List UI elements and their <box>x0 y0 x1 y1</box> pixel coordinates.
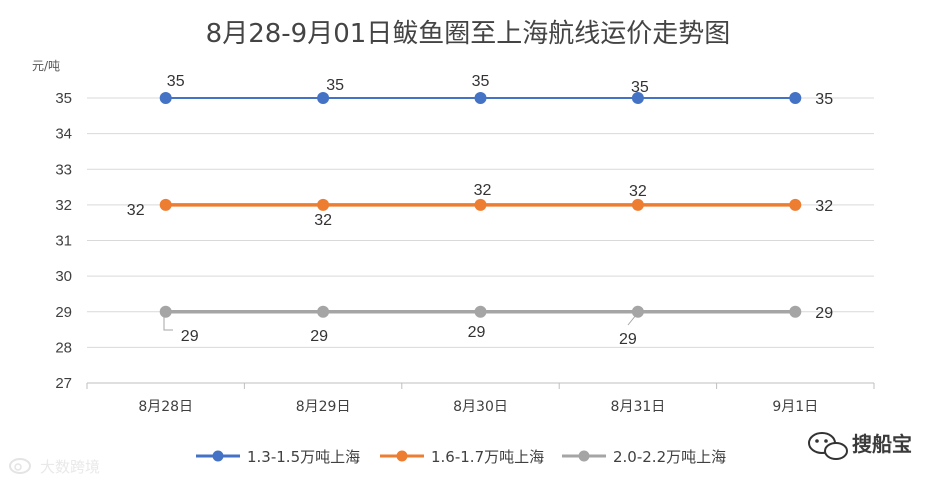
data-label: 29 <box>181 328 199 345</box>
data-label: 32 <box>629 183 647 200</box>
data-point <box>474 92 487 104</box>
data-label: 32 <box>127 202 145 219</box>
y-tick-label: 28 <box>55 339 72 356</box>
watermark-right: 搜船宝 <box>808 432 912 460</box>
data-point <box>317 305 330 318</box>
data-label: 32 <box>474 182 492 199</box>
watermark-left-text: 大数跨境 <box>40 458 100 476</box>
data-point <box>317 198 330 211</box>
y-tick-label: 30 <box>55 268 72 285</box>
data-point <box>789 305 802 318</box>
series-1: 35 35 35 35 35 <box>159 73 833 108</box>
x-tick-label: 8月30日 <box>453 399 508 415</box>
data-label: 35 <box>167 73 185 90</box>
legend-item: 1.6-1.7万吨上海 <box>380 448 544 466</box>
watermark-left: 大数跨境 <box>9 458 100 476</box>
x-tick-label: 8月28日 <box>138 399 193 415</box>
series-group: 35 35 35 35 35 32 32 32 32 32 29 29 29 29 29 <box>127 73 833 348</box>
legend-item: 2.0-2.2万吨上海 <box>562 448 726 466</box>
y-axis-unit-label: 元/吨 <box>32 59 60 73</box>
x-tick-label: 8月31日 <box>611 399 666 415</box>
data-label: 32 <box>815 198 833 215</box>
data-label: 32 <box>314 212 332 229</box>
legend-label: 1.6-1.7万吨上海 <box>431 448 544 466</box>
legend-label: 2.0-2.2万吨上海 <box>613 448 726 466</box>
y-tick-label: 29 <box>55 304 72 321</box>
data-point <box>631 198 644 211</box>
y-tick-label: 34 <box>55 126 72 143</box>
data-point <box>789 198 802 211</box>
legend-swatch-marker <box>396 450 408 462</box>
data-point <box>317 92 330 104</box>
series-2: 32 32 32 32 32 <box>127 182 833 229</box>
data-point <box>159 198 172 211</box>
chart-title: 8月28-9月01日鲅鱼圈至上海航线运价走势图 <box>206 19 731 49</box>
data-label: 29 <box>815 305 833 322</box>
legend: 1.3-1.5万吨上海 1.6-1.7万吨上海 2.0-2.2万吨上海 <box>196 448 726 466</box>
data-label: 35 <box>815 91 833 108</box>
data-point <box>474 198 487 211</box>
y-tick-label: 33 <box>55 161 72 178</box>
legend-item: 1.3-1.5万吨上海 <box>196 448 360 466</box>
y-tick-label: 32 <box>55 197 72 214</box>
y-tick-label: 31 <box>55 233 72 250</box>
data-point <box>159 92 172 104</box>
data-label: 35 <box>631 79 649 96</box>
x-axis: 8月28日 8月29日 8月30日 8月31日 9月1日 <box>86 382 875 415</box>
x-tick-label: 9月1日 <box>772 399 818 415</box>
watermark-right-text: 搜船宝 <box>852 432 912 456</box>
data-label: 29 <box>619 331 637 348</box>
data-point <box>159 305 172 318</box>
series-3: 29 29 29 29 29 <box>159 305 833 348</box>
y-axis-ticks: 27 28 29 30 31 32 33 34 35 <box>55 90 72 392</box>
data-point <box>631 305 644 318</box>
wechat-icon <box>808 432 848 460</box>
data-label: 29 <box>468 324 486 341</box>
data-point <box>631 92 644 104</box>
y-tick-label: 27 <box>55 375 72 392</box>
legend-label: 1.3-1.5万吨上海 <box>247 448 360 466</box>
label-leader-line <box>163 315 173 331</box>
legend-swatch-marker <box>212 450 224 462</box>
data-point <box>474 305 487 318</box>
label-leader-line <box>627 314 637 326</box>
data-point <box>789 92 802 104</box>
y-tick-label: 35 <box>55 90 72 107</box>
weibo-icon <box>9 458 31 474</box>
x-tick-label: 8月29日 <box>296 399 351 415</box>
data-label: 35 <box>472 73 490 90</box>
data-label: 29 <box>310 328 328 345</box>
legend-swatch-marker <box>578 450 590 462</box>
data-label: 35 <box>326 77 344 94</box>
